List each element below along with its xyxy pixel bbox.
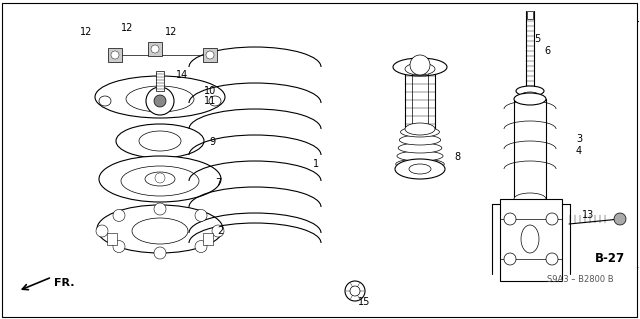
Circle shape	[350, 286, 360, 296]
Bar	[156, 71, 164, 91]
Ellipse shape	[398, 143, 442, 153]
Circle shape	[154, 95, 166, 107]
Text: 12: 12	[80, 27, 92, 37]
Circle shape	[504, 253, 516, 265]
Ellipse shape	[126, 86, 194, 112]
Text: 2: 2	[217, 226, 223, 236]
Text: 4: 4	[576, 146, 582, 156]
Bar	[148, 42, 162, 56]
Text: 15: 15	[358, 297, 371, 307]
Ellipse shape	[121, 166, 199, 196]
Ellipse shape	[397, 151, 443, 161]
Circle shape	[345, 281, 365, 301]
Ellipse shape	[99, 156, 221, 202]
Text: 9: 9	[209, 137, 215, 147]
Ellipse shape	[116, 124, 204, 158]
Circle shape	[614, 213, 626, 225]
Bar	[108, 48, 122, 62]
Bar	[107, 233, 117, 245]
Circle shape	[113, 210, 125, 221]
Circle shape	[154, 247, 166, 259]
Ellipse shape	[97, 205, 223, 253]
Text: 12: 12	[121, 23, 133, 33]
Ellipse shape	[405, 123, 435, 135]
Ellipse shape	[396, 159, 444, 169]
Circle shape	[410, 55, 430, 75]
Ellipse shape	[95, 76, 225, 118]
Circle shape	[146, 87, 174, 115]
Text: 13: 13	[582, 210, 595, 220]
Ellipse shape	[139, 131, 181, 151]
Text: 14: 14	[176, 70, 188, 80]
Ellipse shape	[520, 92, 540, 100]
Ellipse shape	[399, 135, 441, 145]
Ellipse shape	[132, 218, 188, 244]
Circle shape	[504, 213, 516, 225]
Text: FR.: FR.	[54, 278, 74, 288]
Circle shape	[546, 213, 558, 225]
Text: 8: 8	[454, 152, 460, 162]
Ellipse shape	[516, 86, 544, 96]
Bar	[203, 233, 213, 245]
Text: 5: 5	[534, 34, 540, 44]
Ellipse shape	[395, 159, 445, 179]
Ellipse shape	[401, 127, 440, 137]
Ellipse shape	[209, 96, 221, 106]
Ellipse shape	[405, 63, 435, 75]
Bar	[500, 199, 562, 281]
Circle shape	[212, 225, 224, 237]
Text: 1: 1	[313, 159, 319, 169]
Circle shape	[206, 51, 214, 59]
Bar	[203, 48, 217, 62]
Text: 7: 7	[215, 178, 221, 188]
Text: 12: 12	[165, 27, 177, 37]
Circle shape	[96, 225, 108, 237]
Text: 11: 11	[204, 96, 216, 106]
Bar	[405, 69, 435, 129]
Ellipse shape	[521, 225, 539, 253]
Text: 10: 10	[204, 86, 216, 96]
Text: S9A3 – B2800 B: S9A3 – B2800 B	[547, 275, 613, 284]
Circle shape	[195, 210, 207, 221]
Ellipse shape	[393, 58, 447, 76]
Circle shape	[113, 241, 125, 253]
Text: B-27: B-27	[595, 253, 625, 265]
Text: 3: 3	[576, 134, 582, 144]
Circle shape	[111, 51, 119, 59]
Ellipse shape	[145, 172, 175, 186]
Circle shape	[195, 241, 207, 253]
Ellipse shape	[514, 93, 546, 105]
Circle shape	[151, 45, 159, 53]
Circle shape	[546, 253, 558, 265]
Ellipse shape	[514, 193, 546, 205]
Bar	[527, 11, 533, 19]
Ellipse shape	[409, 164, 431, 174]
Ellipse shape	[99, 96, 111, 106]
Circle shape	[155, 173, 165, 183]
Circle shape	[154, 203, 166, 215]
Text: 6: 6	[544, 46, 550, 56]
